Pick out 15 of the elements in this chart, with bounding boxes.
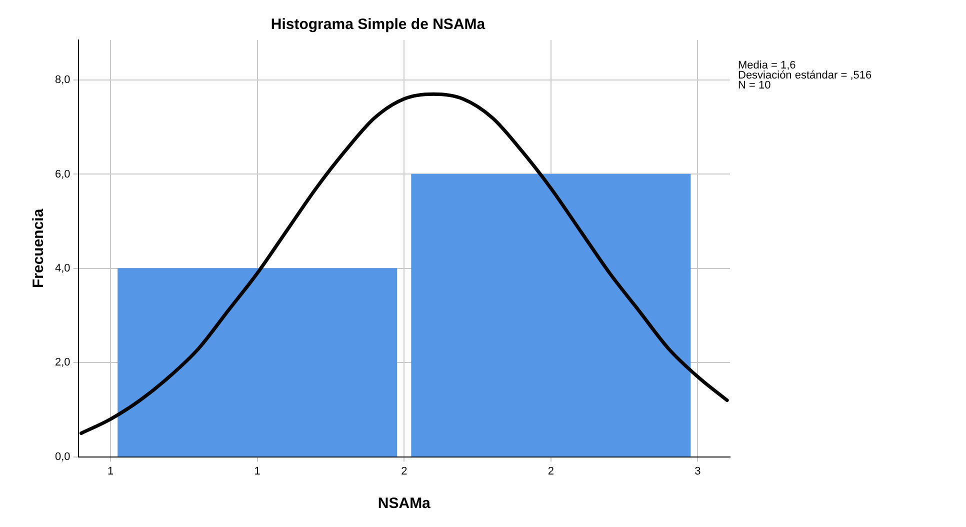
text: N = 10 bbox=[738, 80, 771, 92]
x-tick-label: 1 bbox=[254, 465, 260, 478]
y-tick-label: 6,0 bbox=[54, 168, 70, 180]
y-axis-title: Frecuencia bbox=[30, 208, 48, 288]
y-tick-label: 8,0 bbox=[54, 74, 70, 86]
text: Desviación estándar = ,516 bbox=[738, 70, 872, 82]
x-tick-label: 3 bbox=[694, 465, 701, 478]
x-tick-label: 2 bbox=[401, 465, 408, 478]
chart-title: Histograma Simple de NSAMa bbox=[270, 16, 486, 34]
x-tick-label: 1 bbox=[108, 465, 114, 478]
y-tick-label: 0,0 bbox=[54, 450, 70, 463]
y-tick-label: 4,0 bbox=[54, 262, 70, 274]
x-axis-title: NSAMa bbox=[378, 495, 432, 512]
x-tick-label: 2 bbox=[548, 465, 554, 478]
y-tick-label: 2,0 bbox=[54, 356, 70, 369]
